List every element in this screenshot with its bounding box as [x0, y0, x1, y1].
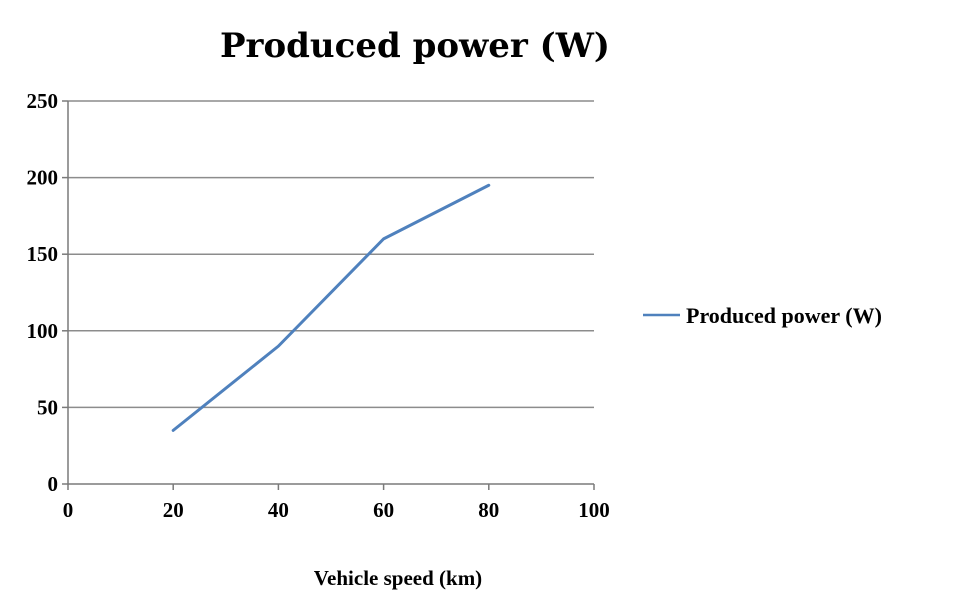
- series-layer: [171, 183, 491, 432]
- axes: [62, 100, 595, 490]
- y-tick-label-0: 0: [48, 472, 59, 496]
- gridlines: [68, 100, 594, 409]
- legend-label: Produced power (W): [686, 303, 882, 328]
- x-tick-label-60: 60: [373, 498, 394, 522]
- x-tick-label-0: 0: [63, 498, 74, 522]
- y-tick-label-250: 250: [27, 89, 59, 113]
- x-tick-labels: 0 20 40 60 80 100: [63, 498, 610, 522]
- series-line-0: [171, 183, 491, 432]
- x-tick-label-40: 40: [268, 498, 289, 522]
- x-tick-label-20: 20: [163, 498, 184, 522]
- x-axis-title: Vehicle speed (km): [314, 566, 482, 590]
- chart-title: Produced power (W): [220, 26, 610, 66]
- y-tick-label-150: 150: [27, 242, 59, 266]
- x-tick-label-100: 100: [578, 498, 610, 522]
- y-tick-labels: 0 50 100 150 200 250: [27, 89, 59, 496]
- y-tick-label-50: 50: [37, 395, 58, 419]
- x-tick-label-80: 80: [478, 498, 499, 522]
- legend: Produced power (W): [643, 303, 882, 328]
- y-tick-label-200: 200: [27, 166, 59, 190]
- y-tick-label-100: 100: [27, 319, 59, 343]
